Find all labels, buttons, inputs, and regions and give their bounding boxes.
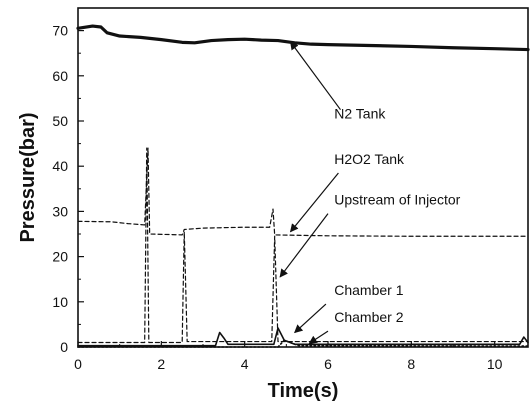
x-tick-label: 8 xyxy=(407,356,415,372)
y-tick-label: 0 xyxy=(60,339,68,355)
plot-frame xyxy=(77,7,529,348)
x-axis-title: Time(s) xyxy=(268,380,339,402)
tick-layer: 0 2 4 6 8 10 0 10 20 30 40 50 60 70 xyxy=(52,23,502,372)
y-tick-label: 60 xyxy=(52,68,68,84)
series-line-chamber-1 xyxy=(77,327,529,347)
annotation-arrow-upstream-of-injector xyxy=(279,213,329,278)
y-tick-label: 20 xyxy=(52,249,68,265)
x-tick-label: 0 xyxy=(74,356,82,372)
annotation-label-n2-tank: N2 Tank xyxy=(334,106,386,122)
x-tick-label: 2 xyxy=(157,356,165,372)
annotation-label-chamber-1: Chamber 1 xyxy=(334,282,403,298)
annotation-arrow-chamber-1 xyxy=(294,303,327,334)
annotation-arrow-h2o2-tank xyxy=(289,172,339,233)
annotation-layer: N2 Tank H2O2 Tank Upstream of Injector Cham… xyxy=(279,41,461,344)
annotation-arrow-n2-tank xyxy=(290,41,341,111)
annotation-label-chamber-2: Chamber 2 xyxy=(334,309,403,325)
x-tick-label: 10 xyxy=(487,356,503,372)
plot-area-border xyxy=(77,7,529,348)
y-tick-label: 10 xyxy=(52,294,68,310)
y-tick-label: 70 xyxy=(52,23,68,39)
annotation-label-upstream-of-injector: Upstream of Injector xyxy=(334,192,460,208)
series-line-n2-tank xyxy=(76,24,530,52)
series-line-upstream-of-injector xyxy=(77,147,529,344)
x-tick-label: 6 xyxy=(324,356,332,372)
annotation-label-h2o2-tank: H2O2 Tank xyxy=(334,151,405,167)
y-axis-title: Pressure(bar) xyxy=(17,112,39,242)
y-tick-label: 40 xyxy=(52,158,68,174)
x-tick-label: 4 xyxy=(241,356,249,372)
series-line-chamber-2 xyxy=(77,339,529,348)
annotation-arrow-chamber-2 xyxy=(308,330,329,344)
series-line-h2o2-tank xyxy=(77,147,529,237)
y-tick-label: 50 xyxy=(52,113,68,129)
series-layer xyxy=(76,24,530,348)
y-tick-label: 30 xyxy=(52,203,68,219)
